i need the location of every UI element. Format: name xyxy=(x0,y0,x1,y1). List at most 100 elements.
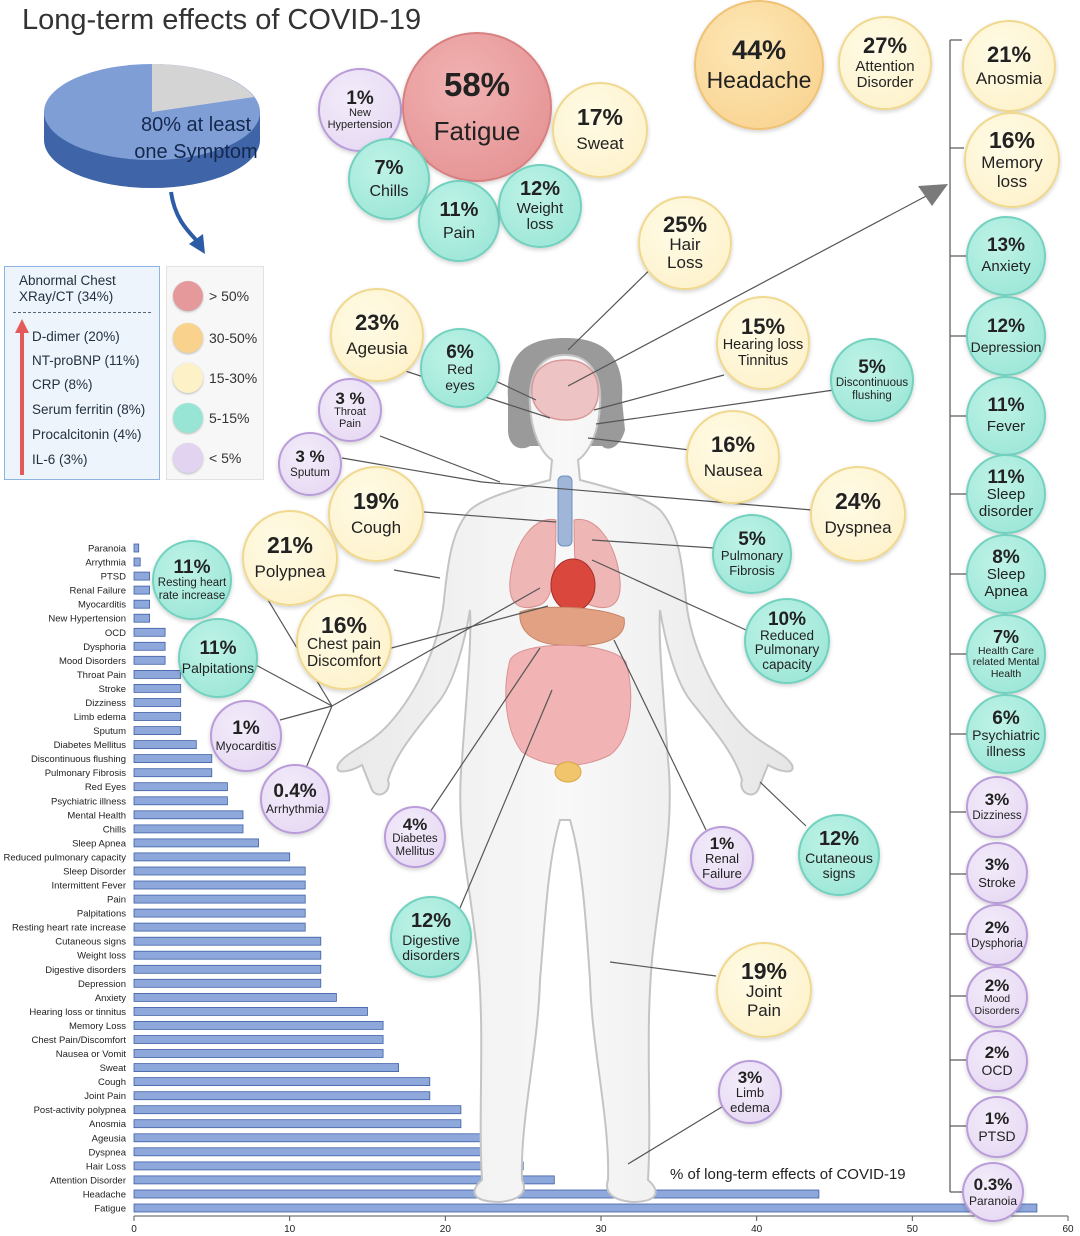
bar-category-label: Pain xyxy=(107,895,126,906)
bubble-pct: 6% xyxy=(992,708,1020,730)
bubble-joint-pain: 19% Joint Pain xyxy=(716,942,812,1038)
bubble-pct: 0.4% xyxy=(273,781,317,803)
bar-category-label: Discontinuous flushing xyxy=(31,754,126,765)
pie-arrow-icon xyxy=(169,191,205,254)
bubble-label: Fatigue xyxy=(433,116,521,147)
chest-imaging-label: Abnormal Chest XRay/CT (34%) xyxy=(19,273,116,304)
bubble-label: New Hypertension xyxy=(327,106,393,131)
bar-category-label: Sleep Apnea xyxy=(72,838,127,849)
bubble-label: PTSD xyxy=(978,1127,1016,1144)
bar xyxy=(133,810,244,820)
bubble-headache: 44% Headache xyxy=(694,0,824,130)
bubble-label: Palpitations xyxy=(181,660,255,677)
bar xyxy=(133,978,322,988)
bar-category-label: Mental Health xyxy=(67,810,126,821)
connector-lines xyxy=(253,39,966,1193)
bubble-label: Throat Pain xyxy=(334,405,366,430)
bar xyxy=(133,543,140,553)
bubble-label: Chills xyxy=(369,182,409,200)
bubble-pct: 6% xyxy=(446,342,474,364)
bubble-pct: 11% xyxy=(987,467,1025,489)
bar-category-label: Ageusia xyxy=(92,1133,127,1144)
bubble-throat-pain: 3 % Throat Pain xyxy=(318,378,382,442)
bubble-stroke: 3% Stroke xyxy=(966,842,1028,904)
bubble-label: Anosmia xyxy=(975,68,1043,88)
bubble-depression: 12% Depression xyxy=(966,296,1046,376)
bladder-shape xyxy=(554,761,582,783)
bar xyxy=(133,1105,462,1115)
bubble-cough: 19% Cough xyxy=(328,466,424,562)
bubble-label: Anxiety xyxy=(981,258,1031,276)
bubble-pct: 3% xyxy=(737,1068,763,1088)
bubble-label: Polypnea xyxy=(254,562,326,582)
bar-category-label: Anxiety xyxy=(95,993,126,1004)
bar xyxy=(133,852,291,862)
bar xyxy=(133,838,259,848)
bar-category-label: Chills xyxy=(103,824,126,835)
legend-label: 30-50% xyxy=(209,330,258,346)
bubble-pct: 12% xyxy=(986,315,1026,337)
bubble-pct: 1% xyxy=(709,834,735,854)
bar-category-label: Intermittent Fever xyxy=(52,881,126,892)
bubble-pct: 16% xyxy=(988,127,1036,154)
bubble-label: Discontinuous flushing xyxy=(835,377,909,402)
bubble-pct: 23% xyxy=(354,309,400,335)
legend-item-over-50: > 50% xyxy=(173,281,263,311)
bubble-attention-disorder: 27% Attention Disorder xyxy=(838,16,932,110)
bubble-pct: 58% xyxy=(443,66,511,104)
bar xyxy=(133,599,151,609)
bubble-pct: 27% xyxy=(862,32,908,58)
legend-swatch xyxy=(173,443,203,473)
bubble-anosmia: 21% Anosmia xyxy=(962,20,1056,112)
bubble-pct: 21% xyxy=(986,41,1032,67)
bubble-myocarditis: 1% Myocarditis xyxy=(210,700,282,772)
bubble-label: Cough xyxy=(350,518,402,538)
bubble-chest-pain: 16% Chest pain Discomfort xyxy=(296,594,392,690)
bubble-pct: 25% xyxy=(662,211,708,237)
bubble-ocd: 2% OCD xyxy=(966,1030,1028,1092)
bubble-label: Nausea xyxy=(703,460,763,480)
bar xyxy=(133,740,197,749)
bar-category-label: Anosmia xyxy=(89,1119,127,1130)
pointer-arrowhead xyxy=(918,184,948,206)
bubble-label: Dysphoria xyxy=(971,938,1023,951)
page-title: Long-term effects of COVID-19 xyxy=(22,4,422,36)
bubble-pct: 15% xyxy=(740,314,786,340)
bar-category-label: Nausea or Vomit xyxy=(56,1049,127,1060)
marker-il6: IL-6 (3%) xyxy=(32,452,88,467)
bubble-pct: 0.3% xyxy=(973,1175,1013,1195)
bubble-ptsd: 1% PTSD xyxy=(966,1096,1028,1158)
bubble-fever: 11% Fever xyxy=(966,376,1046,456)
bar-category-label: Cough xyxy=(98,1077,126,1088)
bubble-label: Stroke xyxy=(978,874,1016,890)
liver-shape xyxy=(519,606,625,647)
bar xyxy=(133,796,228,806)
legend-label: 15-30% xyxy=(209,370,258,386)
bar-category-label: Post-activity polypnea xyxy=(34,1105,127,1116)
bar-category-label: Sweat xyxy=(100,1063,127,1074)
bubble-anxiety: 13% Anxiety xyxy=(966,216,1046,296)
bar xyxy=(133,1007,368,1016)
bar-category-label: Fatigue xyxy=(94,1204,126,1215)
bar-category-label: Resting heart rate increase xyxy=(12,923,126,934)
bar-category-label: OCD xyxy=(105,628,126,639)
bubble-pct: 2% xyxy=(984,1042,1010,1062)
bar xyxy=(133,712,182,721)
bubble-palpitations: 11% Palpitations xyxy=(178,618,258,698)
bar-category-label: Diabetes Mellitus xyxy=(54,740,127,751)
bar-category-label: Palpitations xyxy=(77,909,126,920)
bar xyxy=(133,571,151,581)
bar xyxy=(133,964,322,974)
bubble-label: Reduced Pulmonary capacity xyxy=(754,627,820,672)
bubble-label: Sleep Apnea xyxy=(984,566,1028,600)
bar xyxy=(133,1077,431,1086)
bar-category-label: Attention Disorder xyxy=(50,1175,126,1186)
bubble-label: Joint Pain xyxy=(746,982,782,1020)
bar-category-label: Pulmonary Fibrosis xyxy=(45,768,127,779)
bar-category-label: Paranoia xyxy=(88,544,127,555)
bar xyxy=(133,1175,555,1185)
color-legend: > 50% 30-50% 15-30% 5-15% < 5% xyxy=(166,266,264,480)
bar xyxy=(133,768,213,778)
bar xyxy=(133,557,141,567)
summary-pie: 80% at least one Symptom xyxy=(40,54,280,194)
